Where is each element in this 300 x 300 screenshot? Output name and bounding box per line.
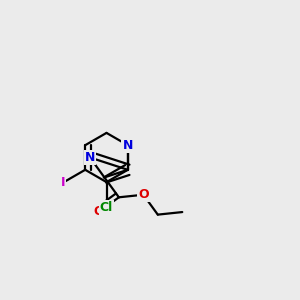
- Text: N: N: [85, 151, 95, 164]
- Text: O: O: [138, 188, 148, 201]
- Text: O: O: [94, 205, 104, 218]
- Text: N: N: [123, 139, 133, 152]
- Text: Cl: Cl: [100, 201, 113, 214]
- Text: I: I: [61, 176, 65, 189]
